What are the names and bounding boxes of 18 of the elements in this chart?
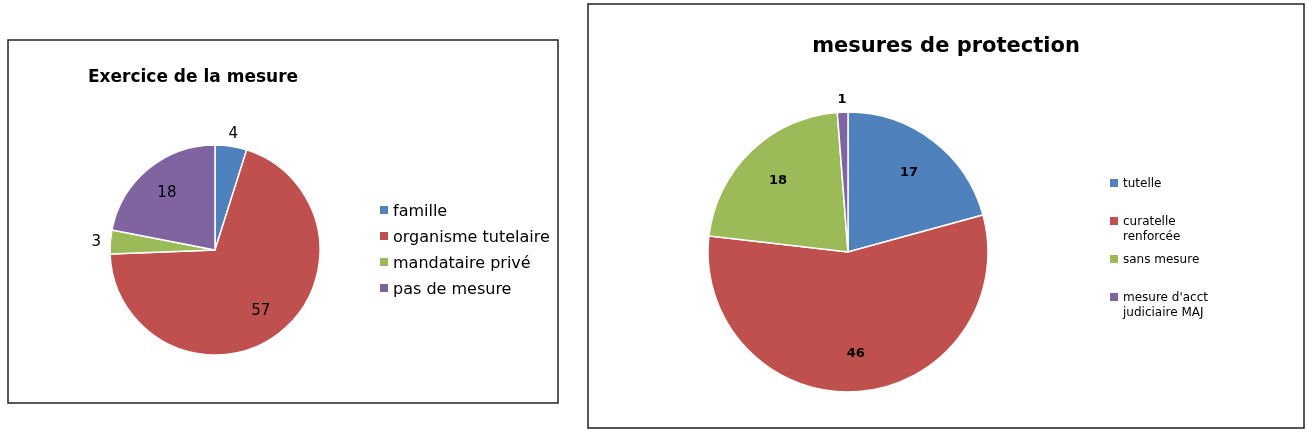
legend-label: organisme tutelaire — [393, 226, 550, 246]
legend-label: tutelle — [1123, 176, 1162, 191]
data-label: 1 — [837, 90, 847, 106]
data-label: 4 — [228, 123, 238, 142]
data-label: 3 — [91, 232, 102, 251]
data-label: 18 — [769, 171, 788, 187]
legend-label: curatelle renforcée — [1123, 214, 1181, 243]
legend-label: sans mesure — [1123, 252, 1200, 267]
legend-label: mesure d'acct judiciaire MAJ — [1122, 290, 1209, 319]
data-label: 46 — [846, 345, 865, 361]
chart-title: Exercice de la mesure — [87, 66, 299, 86]
data-label: 17 — [900, 164, 919, 180]
legend-label: pas de mesure — [393, 278, 512, 298]
data-label: 57 — [251, 301, 271, 320]
legend-label: mandataire privé — [393, 252, 531, 272]
chart-title: mesures de protection — [812, 33, 1080, 57]
legend-label: famille — [393, 200, 448, 220]
data-label: 18 — [157, 182, 177, 201]
